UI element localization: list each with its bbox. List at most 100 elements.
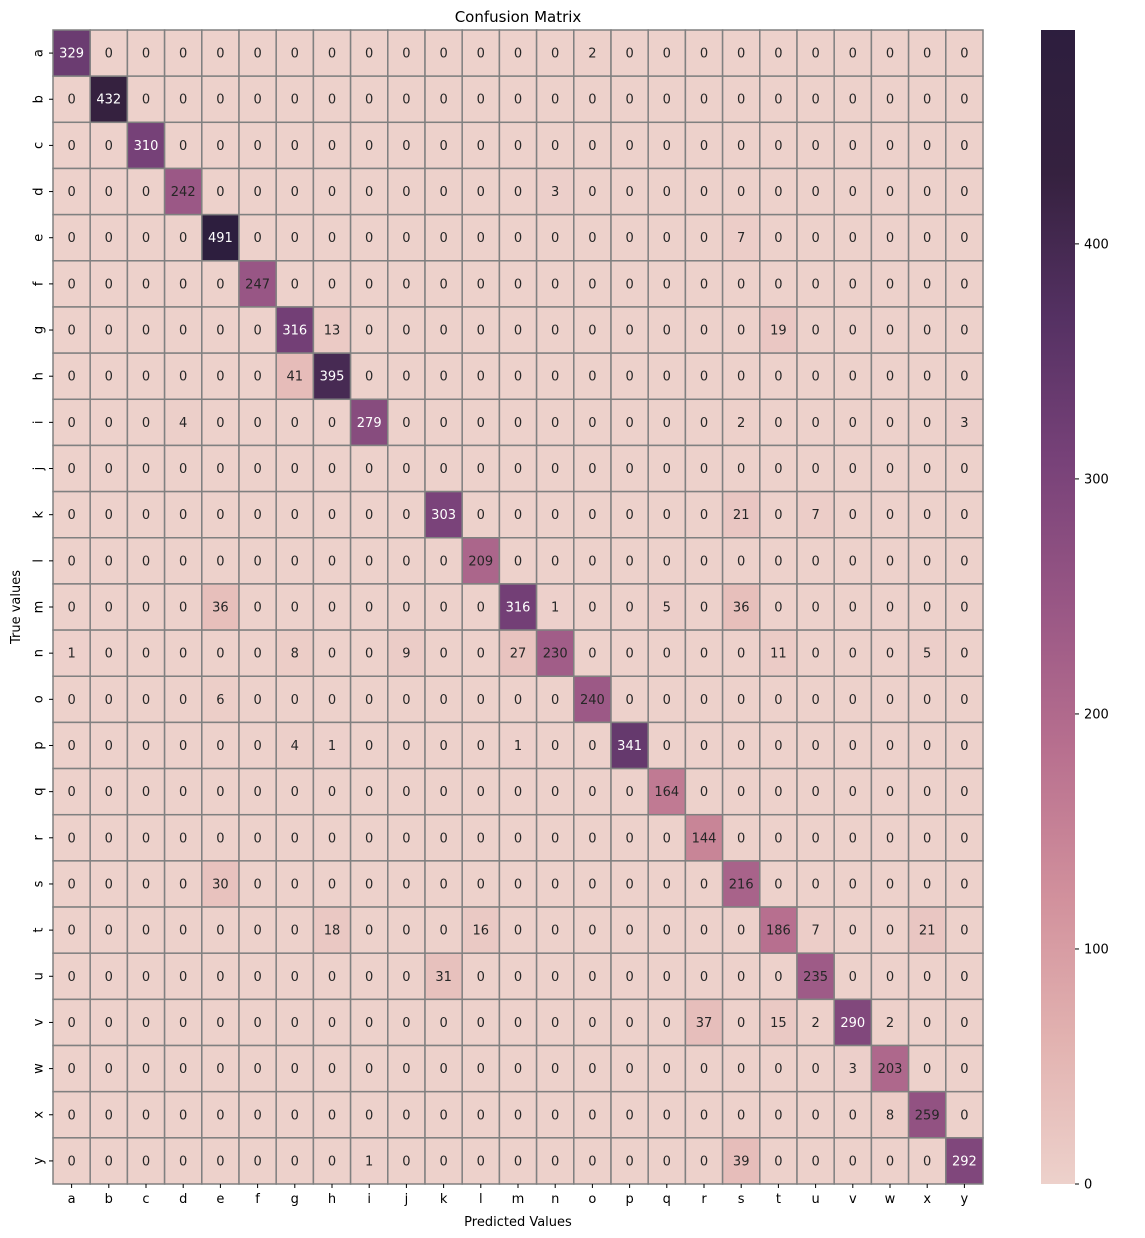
cell-value-label: 0	[960, 1108, 968, 1123]
heatmap-cell	[721, 998, 761, 1047]
cell-value-label: 0	[514, 277, 522, 292]
heatmap-cell	[721, 1044, 761, 1093]
cell-value-label: 0	[67, 970, 75, 985]
heatmap-cell	[907, 260, 947, 308]
cell-value-label: 3	[960, 416, 968, 431]
cell-value-label: 0	[253, 693, 261, 708]
cell-value-label: 0	[737, 462, 745, 477]
x-tick-label: x	[923, 1192, 931, 1207]
cell-value-label: 0	[811, 277, 819, 292]
cell-value-label: 0	[216, 277, 224, 292]
cell-value-label: 0	[960, 231, 968, 246]
cell-value-label: 0	[625, 185, 633, 200]
cell-value-label: 0	[774, 1062, 782, 1077]
cell-value-label: 0	[105, 647, 113, 662]
cell-value-label: 0	[179, 93, 187, 108]
heatmap-cell	[870, 952, 910, 1001]
heatmap-cell	[573, 629, 612, 677]
cell-value-label: 0	[142, 277, 150, 292]
heatmap-cell	[498, 952, 538, 1001]
cell-value-label: 9	[402, 647, 410, 662]
cell-value-label: 0	[551, 324, 559, 339]
cell-value-label: 0	[514, 785, 522, 800]
cell-value-label: 0	[886, 93, 894, 108]
heatmap-cell	[275, 906, 315, 954]
heatmap-cell	[870, 306, 910, 354]
cell-value-label: 0	[774, 739, 782, 754]
cell-value-label: 0	[365, 1062, 373, 1077]
cell-value-label: 0	[105, 508, 113, 523]
heatmap-cell	[498, 998, 538, 1047]
cell-value-label: 0	[923, 554, 931, 569]
heatmap-cell	[387, 906, 426, 954]
heatmap-cell	[89, 1137, 129, 1185]
cell-value-label: 0	[105, 785, 113, 800]
cell-value-label: 0	[551, 139, 559, 154]
cell-value-label: 0	[253, 785, 261, 800]
cell-value-label: 0	[960, 139, 968, 154]
heatmap-cell	[52, 906, 91, 954]
heatmap-cell	[89, 260, 129, 308]
cell-value-label: 0	[291, 970, 299, 985]
cell-value-label: 0	[923, 139, 931, 154]
heatmap-cell	[349, 813, 389, 862]
heatmap-cell	[238, 767, 277, 816]
heatmap-cell	[52, 260, 91, 308]
cell-value-label: 0	[551, 924, 559, 939]
heatmap-cell	[312, 213, 352, 262]
cell-value-label: 0	[663, 831, 671, 846]
cell-value-label: 0	[811, 831, 819, 846]
cell-value-label: 0	[291, 554, 299, 569]
cell-value-label: 0	[514, 1062, 522, 1077]
heatmap-cell	[721, 675, 761, 724]
cell-value-label: 0	[886, 877, 894, 892]
cell-value-label: 0	[402, 231, 410, 246]
heatmap-cell	[238, 398, 277, 447]
heatmap-cell	[610, 121, 649, 170]
cell-value-label: 0	[291, 231, 299, 246]
heatmap-cell	[610, 29, 649, 77]
cell-value-label: 0	[551, 416, 559, 431]
cell-value-label: 0	[216, 324, 224, 339]
cell-value-label: 0	[588, 416, 596, 431]
cell-value-label: 0	[291, 93, 299, 108]
heatmap-cell	[461, 29, 501, 77]
cell-value-label: 3	[551, 185, 559, 200]
heatmap-cell	[275, 260, 315, 308]
cell-value-label: 0	[253, 554, 261, 569]
heatmap-cell	[759, 260, 798, 308]
cell-value-label: 0	[105, 185, 113, 200]
cell-value-label: 0	[328, 93, 336, 108]
cell-value-label: 0	[551, 554, 559, 569]
heatmap-cell	[461, 583, 501, 631]
heatmap-cell	[126, 260, 166, 308]
cell-value-label: 0	[849, 877, 857, 892]
cell-value-label: 203	[878, 1062, 903, 1077]
cell-value-label: 0	[142, 508, 150, 523]
heatmap-cell	[461, 444, 501, 493]
cell-value-label: 0	[700, 785, 708, 800]
cell-value-label: 0	[402, 416, 410, 431]
heatmap-cells: 329 0 0 0 0 0 0 0 0 0 0 0 0 0 2 0 0 0 0 0 0 0 0 0 00 432 0 0 0 0 0 0 0 0 0…	[52, 29, 984, 1185]
cell-value-label: 0	[142, 1016, 150, 1031]
heatmap-cell	[387, 490, 426, 539]
heatmap-cell	[126, 213, 166, 262]
cell-value-label: 0	[588, 647, 596, 662]
heatmap-cell	[238, 167, 277, 216]
cell-value-label: 0	[774, 831, 782, 846]
heatmap-cell	[870, 121, 910, 170]
cell-value-label: 0	[625, 231, 633, 246]
cell-value-label: 0	[886, 324, 894, 339]
heatmap-cell	[126, 167, 166, 216]
heatmap-cell	[721, 398, 761, 447]
cell-value-label: 0	[700, 601, 708, 616]
cell-value-label: 0	[439, 877, 447, 892]
heatmap-cell	[759, 629, 798, 677]
cell-value-label: 0	[700, 508, 708, 523]
heatmap-cell	[907, 167, 947, 216]
cell-value-label: 230	[543, 647, 568, 662]
cell-value-label: 0	[663, 508, 671, 523]
heatmap-cell	[535, 121, 575, 170]
heatmap-cell	[796, 537, 835, 585]
cell-value-label: 0	[663, 139, 671, 154]
